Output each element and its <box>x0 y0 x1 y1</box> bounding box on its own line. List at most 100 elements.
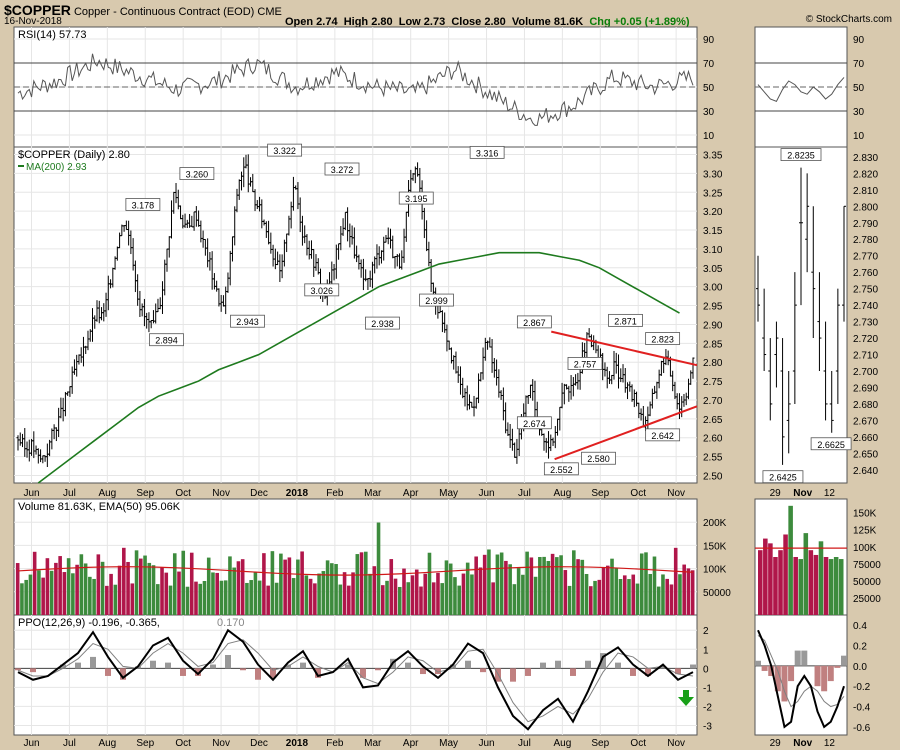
annotation-box <box>543 462 579 476</box>
inset-price-bar <box>823 321 828 421</box>
inset-price-bar <box>774 321 779 388</box>
volume-bar <box>262 553 266 615</box>
inset-ppo-histogram-bar <box>834 665 841 668</box>
inset-price-y-tick: 2.800 <box>853 202 878 213</box>
volume-bar <box>580 559 585 615</box>
volume-bar <box>589 586 593 615</box>
inset-ppo-signal <box>757 634 845 708</box>
volume-bar <box>427 552 432 615</box>
x-tick-label-top: Aug <box>98 488 116 499</box>
volume-bar <box>444 560 449 615</box>
volume-bar <box>351 572 355 615</box>
inset-price-bar <box>805 173 810 273</box>
price-annotation: 3.322 <box>267 143 303 157</box>
x-tick-label-top: Jul <box>518 488 531 499</box>
ppo-y-tick: 2 <box>703 626 709 637</box>
price-annotation: 3.272 <box>324 162 360 176</box>
price-annotation: 2.757 <box>567 357 603 370</box>
x-tick-label-bottom: Aug <box>98 738 116 749</box>
volume-bar <box>533 576 538 615</box>
inset-price-bar <box>786 371 791 454</box>
volume-bar <box>15 563 20 615</box>
price-y-tick: 2.95 <box>703 302 723 313</box>
ppo-histogram-bar <box>360 668 366 678</box>
ppo-histogram-bar <box>195 668 201 676</box>
x-tick-label-top: 2018 <box>286 488 309 499</box>
volume-bar <box>105 585 109 615</box>
ppo-histogram-bar <box>480 668 486 673</box>
inset-rsi-y-tick: 70 <box>853 59 865 70</box>
ppo-histogram-bar <box>645 668 651 676</box>
x-tick-label-bottom: Apr <box>403 738 419 749</box>
ppo-histogram-bar <box>435 668 441 675</box>
inset-x-tick-top: 12 <box>824 488 836 499</box>
volume-bar <box>584 573 589 615</box>
volume-bar <box>410 575 415 615</box>
x-tick-label-top: Jul <box>63 488 76 499</box>
volume-bar <box>423 573 428 615</box>
annotation-box <box>324 162 360 176</box>
annotation-label: 3.316 <box>476 148 499 158</box>
rsi-y-tick: 90 <box>703 35 715 46</box>
volume-bar <box>317 573 321 615</box>
volume-bar <box>266 585 270 615</box>
ppo-histogram-bar <box>90 656 96 669</box>
inset-ppo-histogram-bar <box>781 665 788 702</box>
rsi-label: RSI(14) 57.73 <box>18 29 86 41</box>
price-y-tick: 2.80 <box>703 358 723 369</box>
inset-ppo-histogram-bar <box>761 665 768 671</box>
volume-bar <box>321 571 326 615</box>
volume-bar <box>236 561 241 615</box>
volume-bar <box>525 551 529 615</box>
inset-volume-bar <box>798 559 804 615</box>
inset-ppo-y-tick: -0.2 <box>853 682 871 693</box>
volume-bar <box>512 584 517 615</box>
lower-trendline <box>554 405 698 461</box>
inset-price-y-tick: 2.780 <box>853 235 878 246</box>
price-annotation: 2.894 <box>149 333 184 347</box>
price-y-tick: 3.15 <box>703 226 723 237</box>
volume-bar <box>355 554 360 615</box>
volume-bar <box>610 558 614 615</box>
volume-bar <box>198 583 203 615</box>
rsi-y-tick: 10 <box>703 131 715 142</box>
volume-bar <box>330 563 334 615</box>
volume-bar <box>504 560 508 615</box>
inset-volume-bar <box>838 559 844 615</box>
x-tick-label-bottom: Aug <box>553 738 571 749</box>
inset-ppo-y-tick: 0.0 <box>853 662 867 673</box>
volume-bar <box>555 557 559 615</box>
volume-bar <box>257 580 262 615</box>
ppo-histogram-bar <box>570 668 576 676</box>
x-tick-label-bottom: Jun <box>478 738 494 749</box>
inset-rsi-y-tick: 30 <box>853 107 865 118</box>
annotation-box <box>567 357 603 370</box>
volume-bar <box>283 559 287 615</box>
inset-price-y-tick: 2.670 <box>853 416 878 427</box>
volume-bar <box>270 551 275 615</box>
inset-price-bar <box>817 272 822 371</box>
inset-annotation-label: 2.8235 <box>787 151 815 161</box>
annotation-box <box>267 143 303 157</box>
volume-bar <box>232 567 236 615</box>
inset-price-annotation: 2.6625 <box>810 437 852 451</box>
green-up-arrow-icon <box>678 690 694 706</box>
volume-bar <box>661 574 665 615</box>
volume-bar <box>253 572 258 615</box>
inset-vol-y-tick: 100K <box>853 543 877 554</box>
instrument-name: Copper - Continuous Contract (EOD) <box>73 6 255 18</box>
volume-bar <box>678 574 682 615</box>
volume-bar <box>461 573 466 615</box>
volume-bar <box>202 580 207 615</box>
volume-bar <box>690 570 695 615</box>
volume-bar <box>635 583 640 615</box>
inset-volume-bar <box>823 557 829 615</box>
volume-bar <box>631 574 636 615</box>
inset-ppo-histogram-bar <box>801 650 808 666</box>
volume-bar <box>88 576 92 615</box>
volume-bar <box>130 583 135 615</box>
inset-x-tick-bottom: 12 <box>824 738 836 749</box>
price-annotation: 2.580 <box>581 451 616 465</box>
volume-bar <box>521 574 525 615</box>
volume-bar <box>113 584 118 615</box>
